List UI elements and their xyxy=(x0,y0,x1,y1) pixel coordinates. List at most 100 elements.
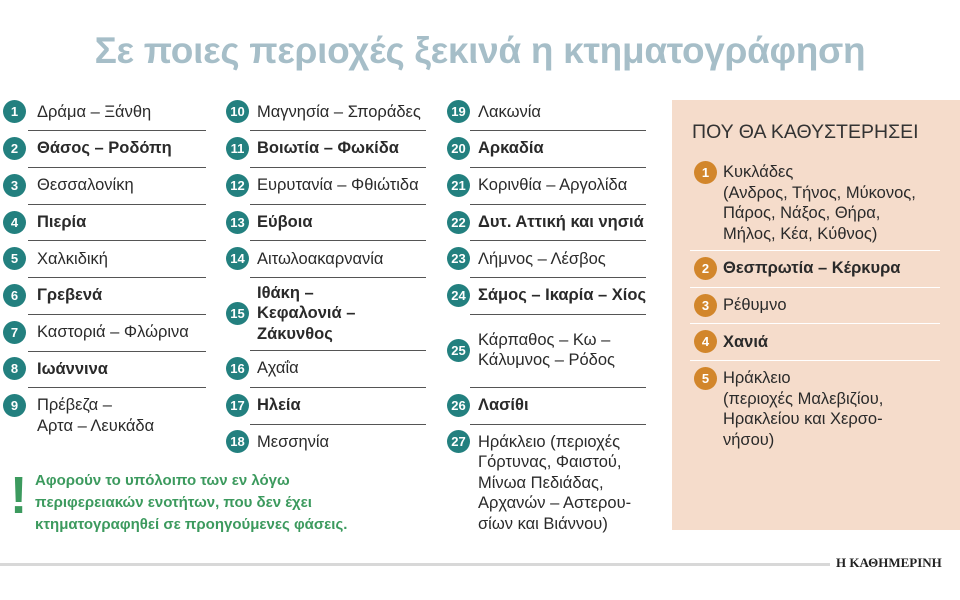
separator xyxy=(690,360,940,362)
item-line: Κάλυμνος – Ρόδος xyxy=(478,351,615,370)
separator xyxy=(250,203,426,205)
item-line: Κεφαλονιά – xyxy=(257,304,356,323)
item-line: Κορινθία – Αργολίδα xyxy=(478,176,628,195)
item-text: Αχαΐα xyxy=(257,358,299,379)
note-line: Αφορούν το υπόλοιπο των εν λόγω xyxy=(35,472,290,489)
number-badge: 22 xyxy=(447,210,470,234)
item-line: Αχαΐα xyxy=(257,359,299,378)
number-badge: 3 xyxy=(694,293,717,317)
item-line: Μήλος, Κέα, Κύθνος) xyxy=(723,224,878,243)
number-badge: 1 xyxy=(694,160,717,184)
item-line: Ηλεία xyxy=(257,395,301,414)
item-text: Ιθάκη – Κεφαλονιά – Ζάκυνθος xyxy=(257,283,355,345)
number-badge: 19 xyxy=(447,100,470,124)
separator xyxy=(28,350,206,352)
number-badge: 11 xyxy=(226,137,249,161)
item-line: Σάμος – Ικαρία – Χίος xyxy=(478,286,647,305)
number-badge: 10 xyxy=(226,100,249,124)
separator xyxy=(470,423,646,425)
delay-panel xyxy=(672,100,960,530)
item-line: Ρέθυμνο xyxy=(723,295,787,314)
item-text: Σάμος – Ικαρία – Χίος xyxy=(478,285,646,306)
item-text: Βοιωτία – Φωκίδα xyxy=(257,138,399,159)
number-badge: 1 xyxy=(3,100,26,124)
item-text: Χανιά xyxy=(723,332,768,353)
item-text: Κυκλάδες (Ανδρος, Τήνος, Μύκονος, Πάρος, Ν… xyxy=(723,162,916,244)
separator xyxy=(470,203,646,205)
number-badge: 15 xyxy=(226,302,249,326)
number-badge: 12 xyxy=(226,173,249,197)
item-line: Πιερία xyxy=(37,212,87,231)
item-text: Δυτ. Αττική και νησιά xyxy=(478,212,644,233)
item-line: Ιωάννινα xyxy=(37,359,108,378)
number-badge: 5 xyxy=(694,366,717,390)
item-line: νήσου) xyxy=(723,430,775,449)
separator xyxy=(470,130,646,132)
separator xyxy=(28,313,206,315)
title: Σε ποιες περιοχές ξεκινά η κτηματογράφησ… xyxy=(94,30,866,71)
note-mark: ! xyxy=(10,467,28,525)
item-line: Αρχανών – Αστερου- xyxy=(478,494,632,513)
item-line: Μαγνησία – Σποράδες xyxy=(257,102,421,121)
item-text: Πρέβεζα – Αρτα – Λευκάδα xyxy=(37,395,154,436)
item-text: Μεσσηνία xyxy=(257,432,329,453)
separator xyxy=(250,350,426,352)
item-line: Αρτα – Λευκάδα xyxy=(37,416,155,435)
item-line: Αιτωλοακαρνανία xyxy=(257,249,384,268)
note-line: περιφερειακών ενοτήτων, που δεν έχει xyxy=(35,494,312,511)
item-text: Θεσπρωτία – Κέρκυρα xyxy=(723,258,900,279)
item-line: Χανιά xyxy=(723,332,769,351)
item-text: Λασίθι xyxy=(478,395,529,416)
item-text: Καστοριά – Φλώρινα xyxy=(37,322,189,343)
item-line: Εύβοια xyxy=(257,212,313,231)
item-line: Ζάκυνθος xyxy=(257,324,333,343)
item-line: Λήμνος – Λέσβος xyxy=(478,249,606,268)
note: Αφορούν το υπόλοιπο των εν λόγω περιφερει… xyxy=(35,470,347,536)
number-badge: 24 xyxy=(447,283,470,307)
separator xyxy=(470,386,646,388)
item-line: Γόρτυνας, Φαιστού, xyxy=(478,453,622,472)
item-text: Γρεβενά xyxy=(37,285,102,306)
item-line: Δράμα – Ξάνθη xyxy=(37,102,152,121)
item-text: Ηλεία xyxy=(257,395,301,416)
separator xyxy=(28,387,206,389)
item-text: Ευρυτανία – Φθιώτιδα xyxy=(257,175,419,196)
item-line: (περιοχές Μαλεβιζίου, xyxy=(723,389,884,408)
item-text: Θεσσαλονίκη xyxy=(37,175,134,196)
logo: Η ΚΑΘΗΜΕΡΙΝΗ xyxy=(836,555,942,570)
item-line: Μεσσηνία xyxy=(257,432,330,451)
item-line: Ευρυτανία – Φθιώτιδα xyxy=(257,176,419,195)
item-line: Μίνωα Πεδιάδας, xyxy=(478,473,604,492)
separator xyxy=(250,277,426,279)
item-text: Ρέθυμνο xyxy=(723,295,787,316)
separator xyxy=(28,277,206,279)
item-text: Θάσος – Ροδόπη xyxy=(37,138,172,159)
number-badge: 8 xyxy=(3,357,26,381)
item-line: σίων και Βιάννου) xyxy=(478,514,608,533)
item-line: Πάρος, Νάξος, Θήρα, xyxy=(723,204,881,223)
separator xyxy=(690,323,940,325)
separator xyxy=(28,240,206,242)
item-line: Ηράκλειο xyxy=(723,369,791,388)
item-text: Πιερία xyxy=(37,212,86,233)
number-badge: 5 xyxy=(3,247,26,271)
number-badge: 23 xyxy=(447,247,470,271)
item-line: Καστοριά – Φλώρινα xyxy=(37,322,189,341)
item-text: Ηράκλειο (περιοχές Μαλεβιζίου, Ηρακλείου κ… xyxy=(723,368,883,450)
item-line: Ηρακλείου και Χερσο- xyxy=(723,410,883,429)
item-text: Μαγνησία – Σποράδες xyxy=(257,102,421,123)
separator xyxy=(470,277,646,279)
number-badge: 25 xyxy=(447,338,470,362)
number-badge: 26 xyxy=(447,393,470,417)
number-badge: 14 xyxy=(226,247,249,271)
separator xyxy=(28,167,206,168)
number-badge: 9 xyxy=(3,394,26,418)
separator xyxy=(250,386,426,388)
item-line: Ηράκλειο (περιοχές xyxy=(478,432,621,451)
separator xyxy=(690,250,940,251)
separator xyxy=(250,167,426,168)
separator xyxy=(470,167,646,168)
separator xyxy=(28,203,206,205)
number-badge: 7 xyxy=(3,320,26,344)
